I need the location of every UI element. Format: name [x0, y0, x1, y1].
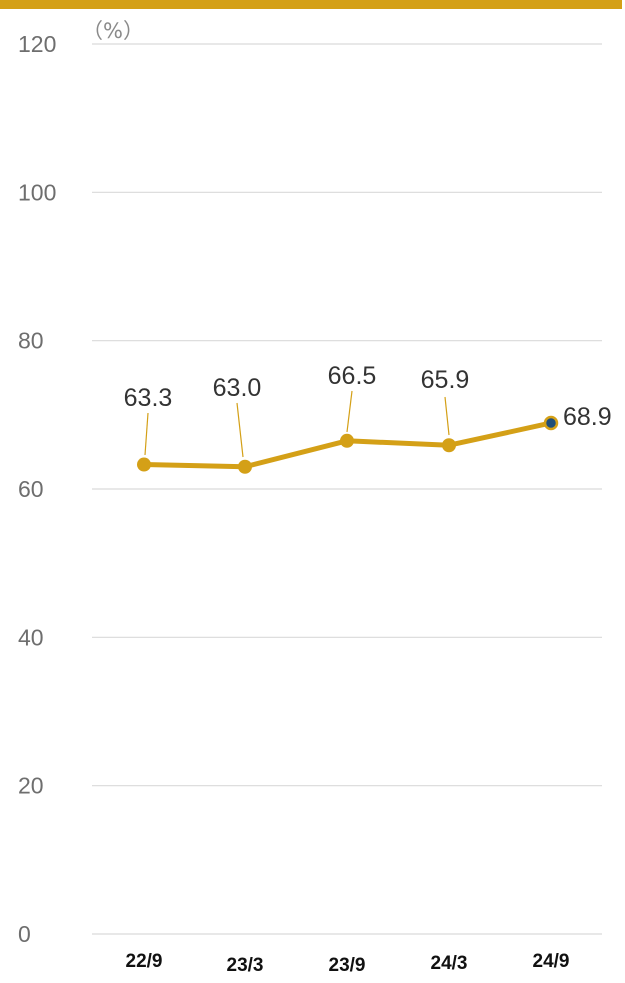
data-point [442, 438, 456, 453]
x-tick-label: 23/9 [329, 955, 366, 976]
y-axis-ticks: 0 20 40 60 80 100 120 [18, 31, 56, 947]
data-point [340, 433, 354, 448]
x-tick-label: 24/9 [533, 951, 570, 972]
leader-line [444, 396, 450, 436]
data-label: 63.0 [213, 374, 262, 402]
y-tick-label: 100 [18, 179, 56, 205]
data-point [238, 459, 252, 474]
leader-line [144, 412, 149, 456]
data-point [137, 457, 151, 472]
data-label-leaders [144, 390, 450, 458]
y-tick-label: 40 [18, 624, 44, 650]
x-axis-ticks: 22/9 23/3 23/9 24/3 24/9 [126, 951, 570, 976]
top-accent-rule [0, 0, 622, 9]
x-tick-label: 23/3 [227, 955, 264, 976]
y-tick-label: 20 [18, 773, 44, 799]
y-tick-label: 120 [18, 31, 56, 57]
data-label: 68.9 [563, 403, 612, 431]
data-labels: 63.3 63.0 66.5 65.9 68.9 [124, 362, 612, 431]
data-label: 65.9 [421, 366, 470, 394]
y-axis-unit-label: （%） [82, 19, 144, 43]
y-tick-label: 60 [18, 476, 44, 502]
data-point [543, 415, 559, 431]
x-tick-label: 22/9 [126, 951, 163, 972]
data-label: 66.5 [328, 362, 377, 390]
leader-line [236, 402, 244, 458]
x-tick-label: 24/3 [431, 953, 468, 974]
y-tick-label: 0 [18, 921, 31, 947]
data-label: 63.3 [124, 384, 173, 412]
leader-line [346, 390, 353, 433]
y-tick-label: 80 [18, 328, 44, 354]
data-points [137, 415, 559, 474]
gridlines [92, 43, 602, 935]
